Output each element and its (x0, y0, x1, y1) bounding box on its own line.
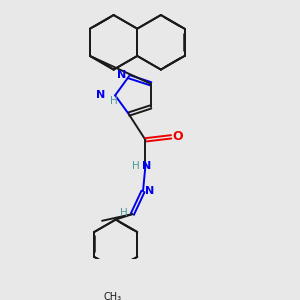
Text: O: O (172, 130, 183, 143)
Text: N: N (142, 160, 152, 171)
Text: N: N (96, 90, 105, 100)
Text: H: H (132, 160, 140, 171)
Text: N: N (145, 186, 154, 197)
Text: CH₃: CH₃ (103, 292, 122, 300)
Text: H: H (110, 96, 118, 106)
Text: H: H (120, 208, 128, 218)
Text: N: N (118, 70, 127, 80)
